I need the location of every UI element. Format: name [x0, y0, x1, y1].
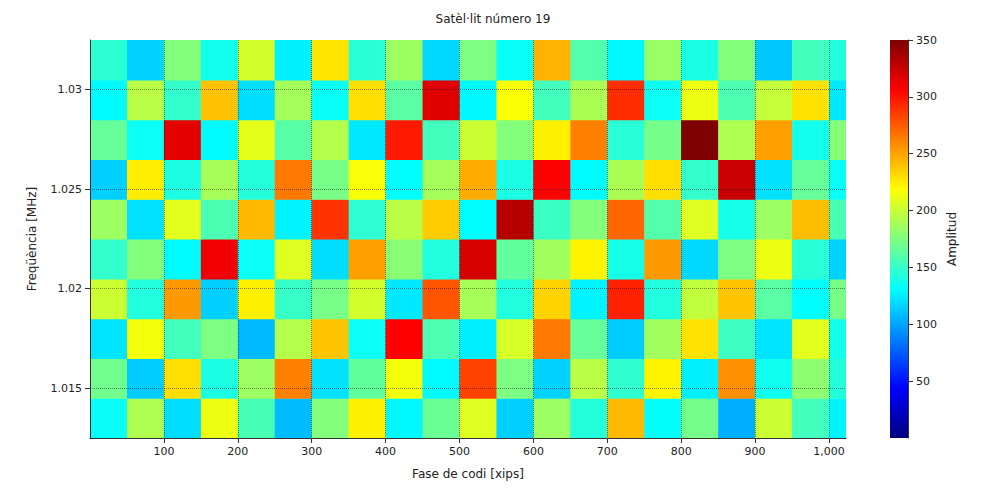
- svg-text:Freqüència [MHz]: Freqüència [MHz]: [25, 187, 39, 291]
- svg-text:1.03: 1.03: [58, 83, 83, 96]
- svg-text:300: 300: [301, 445, 322, 458]
- svg-text:150: 150: [916, 261, 937, 274]
- svg-text:Satèl·lit número 19: Satèl·lit número 19: [436, 12, 551, 26]
- svg-text:1.015: 1.015: [51, 382, 83, 395]
- svg-text:Amplitud: Amplitud: [945, 212, 959, 266]
- svg-text:350: 350: [916, 34, 937, 47]
- svg-text:500: 500: [449, 445, 470, 458]
- svg-text:50: 50: [916, 375, 930, 388]
- svg-text:100: 100: [153, 445, 174, 458]
- svg-text:700: 700: [597, 445, 618, 458]
- svg-text:1.025: 1.025: [51, 183, 83, 196]
- svg-text:300: 300: [916, 90, 937, 103]
- svg-text:100: 100: [916, 318, 937, 331]
- svg-text:900: 900: [745, 445, 766, 458]
- svg-text:1,000: 1,000: [813, 445, 845, 458]
- svg-text:1.02: 1.02: [58, 282, 83, 295]
- svg-text:Fase de codi [xips]: Fase de codi [xips]: [412, 467, 524, 481]
- svg-text:600: 600: [523, 445, 544, 458]
- svg-text:800: 800: [671, 445, 692, 458]
- svg-text:250: 250: [916, 147, 937, 160]
- svg-text:200: 200: [916, 204, 937, 217]
- svg-text:200: 200: [227, 445, 248, 458]
- svg-text:400: 400: [375, 445, 396, 458]
